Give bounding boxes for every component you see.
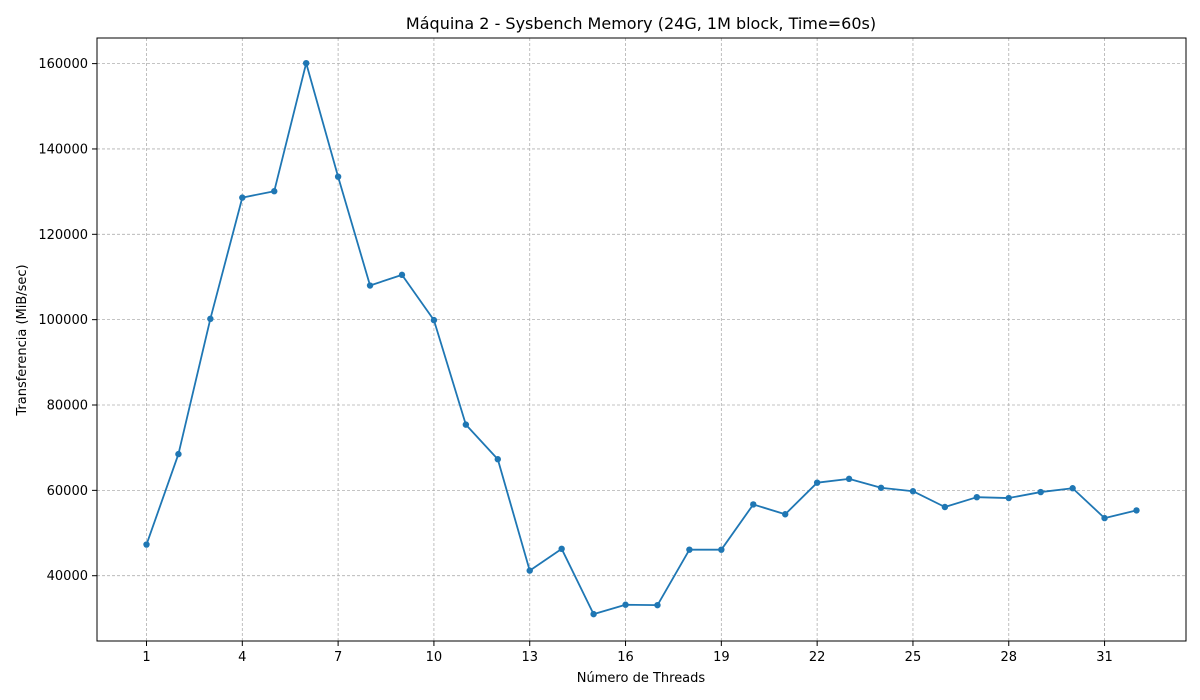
data-point (1037, 488, 1044, 496)
x-tick-label: 31 (1096, 650, 1113, 665)
x-tick-label: 16 (617, 650, 634, 665)
data-point (1069, 485, 1076, 492)
data-point (845, 475, 853, 483)
axes: 1 4 7 10 13 16 19 22 25 28 31 40000 60000 80000 100000… (38, 37, 1187, 665)
y-tick-label: 80000 (47, 399, 88, 414)
data-point (750, 501, 757, 508)
data-point (175, 450, 182, 458)
data-point (271, 188, 278, 195)
plot-frame (96, 37, 1187, 642)
series-line (145, 62, 1137, 616)
x-tick-label: 7 (334, 650, 342, 665)
data-point (1101, 514, 1108, 522)
y-tick-label: 160000 (38, 57, 88, 72)
data-point (239, 194, 246, 201)
data-point (430, 316, 438, 324)
data-point (813, 479, 821, 486)
x-tick-label: 13 (521, 650, 538, 665)
y-tick-label: 100000 (38, 313, 88, 328)
y-tick-label: 140000 (38, 142, 88, 157)
y-tick-label: 60000 (47, 484, 88, 499)
data-point (654, 601, 661, 609)
series-layer (143, 59, 1140, 618)
x-tick-label: 1 (142, 650, 150, 665)
data-point (526, 567, 533, 574)
data-point (718, 546, 725, 553)
x-axis-label: Número de Threads (577, 671, 706, 686)
data-point (877, 484, 885, 491)
data-point (462, 421, 470, 428)
data-point (334, 173, 342, 180)
chart-title: Máquina 2 - Sysbench Memory (24G, 1M blo… (406, 14, 876, 33)
y-tick-label: 120000 (38, 228, 88, 243)
grid-lines (97, 38, 1186, 641)
data-point (1005, 494, 1012, 502)
data-point (909, 488, 917, 495)
data-point (207, 315, 214, 323)
data-point (494, 456, 501, 463)
y-tick-label: 40000 (47, 569, 88, 584)
data-point (398, 271, 406, 279)
y-axis-label: Transferencia (MiB/sec) (15, 264, 30, 416)
x-tick-label: 19 (713, 650, 730, 665)
x-tick-label: 28 (1000, 650, 1017, 665)
x-tick-label: 25 (905, 650, 922, 665)
data-point (941, 503, 949, 511)
data-point (143, 541, 150, 548)
data-point (973, 493, 981, 501)
data-point (302, 59, 310, 67)
data-point (558, 545, 565, 553)
x-tick-label: 4 (238, 650, 246, 665)
x-tick-label: 10 (426, 650, 443, 665)
data-point (686, 546, 693, 553)
data-point (622, 601, 629, 608)
x-tick-label: 22 (809, 650, 826, 665)
data-point (366, 282, 374, 289)
data-point (1133, 507, 1140, 514)
data-point (782, 511, 789, 518)
data-point (590, 610, 597, 618)
